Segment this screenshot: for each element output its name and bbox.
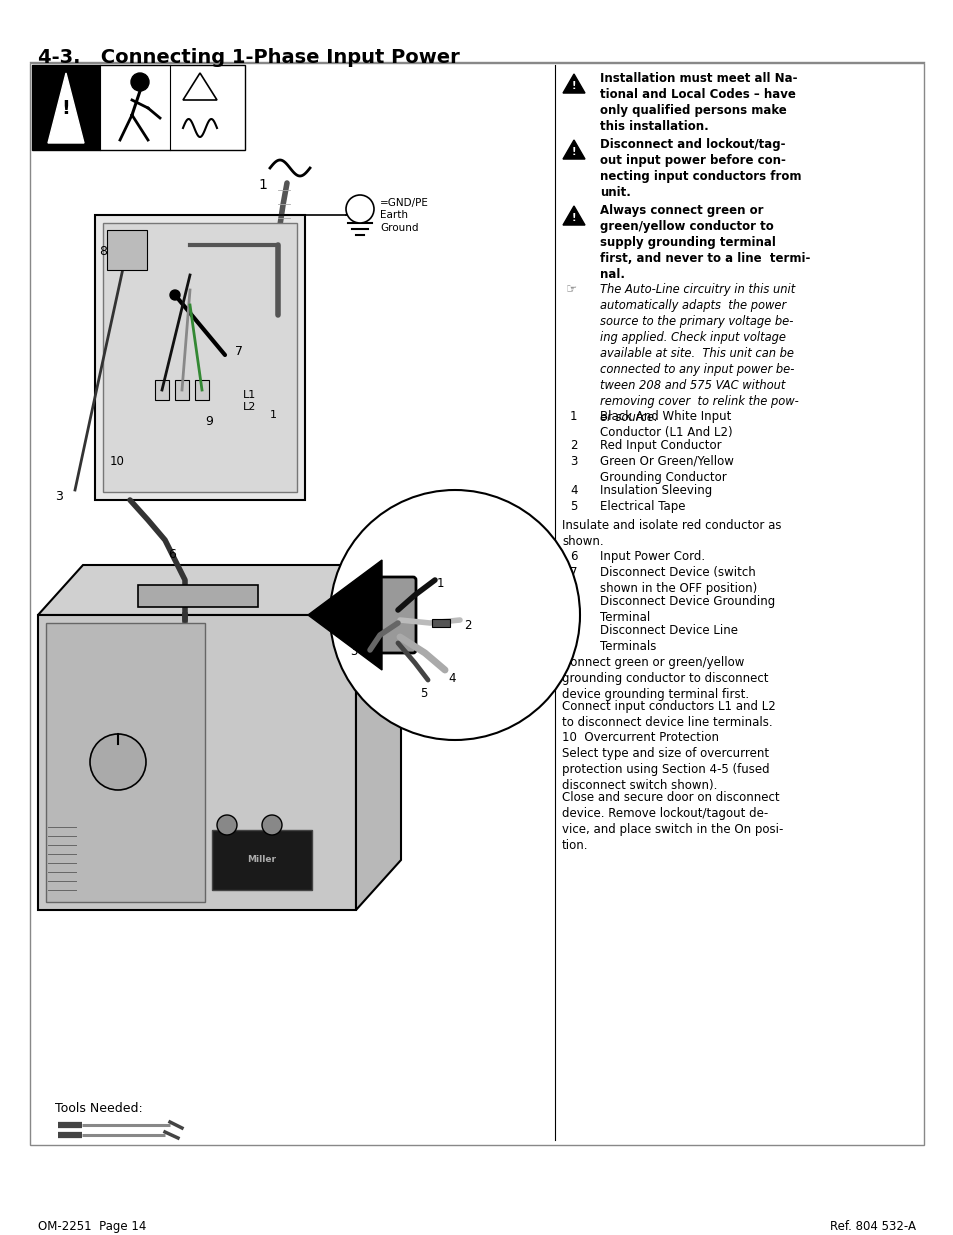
- Text: !: !: [62, 99, 71, 117]
- Text: 5: 5: [569, 500, 577, 513]
- Text: Always connect green or
green/yellow conductor to
supply grounding terminal
firs: Always connect green or green/yellow con…: [599, 204, 809, 282]
- Text: 8: 8: [569, 595, 577, 608]
- Text: 1: 1: [257, 178, 267, 191]
- Text: 5: 5: [419, 687, 427, 700]
- Text: 9: 9: [205, 415, 213, 429]
- Bar: [38, 615, 355, 910]
- Text: Insulate and isolate red conductor as
shown.: Insulate and isolate red conductor as sh…: [561, 519, 781, 548]
- Bar: [32, 65, 100, 149]
- Text: OM-2251  Page 14: OM-2251 Page 14: [38, 1220, 146, 1233]
- Text: Disconnect Device Grounding
Terminal: Disconnect Device Grounding Terminal: [599, 595, 775, 624]
- Text: 1: 1: [270, 410, 276, 420]
- Circle shape: [330, 490, 579, 740]
- Text: 6: 6: [168, 548, 175, 561]
- Text: 4-3.   Connecting 1-Phase Input Power: 4-3. Connecting 1-Phase Input Power: [38, 48, 459, 67]
- Text: Connect input conductors L1 and L2
to disconnect device line terminals.: Connect input conductors L1 and L2 to di…: [561, 700, 775, 729]
- Text: Input Power Cord.: Input Power Cord.: [599, 550, 704, 563]
- Text: 3: 3: [350, 645, 357, 658]
- Text: 2: 2: [463, 619, 471, 632]
- FancyBboxPatch shape: [372, 577, 416, 653]
- Text: Red Input Conductor: Red Input Conductor: [599, 438, 720, 452]
- Text: Insulation Sleeving: Insulation Sleeving: [599, 484, 712, 496]
- Text: 1: 1: [569, 410, 577, 424]
- Polygon shape: [38, 564, 400, 615]
- Polygon shape: [138, 585, 257, 606]
- Text: 10  Overcurrent Protection: 10 Overcurrent Protection: [561, 731, 719, 743]
- Text: 9: 9: [569, 624, 577, 637]
- Text: 6: 6: [569, 550, 577, 563]
- Text: Tools Needed:: Tools Needed:: [55, 1102, 143, 1115]
- Bar: [30, 63, 923, 1145]
- Polygon shape: [48, 73, 84, 143]
- Text: Green Or Green/Yellow
Grounding Conductor: Green Or Green/Yellow Grounding Conducto…: [599, 454, 733, 484]
- Bar: [107, 230, 147, 270]
- Text: Close and secure door on disconnect
device. Remove lockout/tagout de-
vice, and : Close and secure door on disconnect devi…: [561, 790, 782, 852]
- Text: Connect green or green/yellow
grounding conductor to disconnect
device grounding: Connect green or green/yellow grounding …: [561, 656, 768, 701]
- Text: 7: 7: [234, 345, 243, 358]
- Polygon shape: [562, 74, 584, 93]
- Polygon shape: [562, 140, 584, 159]
- Text: Ref. 804 532-A: Ref. 804 532-A: [829, 1220, 915, 1233]
- Text: Black And White Input
Conductor (L1 And L2): Black And White Input Conductor (L1 And …: [599, 410, 732, 438]
- Circle shape: [216, 815, 236, 835]
- Bar: [154, 380, 169, 400]
- Text: Select type and size of overcurrent
protection using Section 4-5 (fused
disconne: Select type and size of overcurrent prot…: [561, 747, 769, 792]
- Text: !: !: [571, 212, 576, 222]
- Text: 10: 10: [110, 454, 125, 468]
- Bar: [46, 622, 205, 902]
- Text: 8: 8: [99, 245, 107, 258]
- Text: L1
L2: L1 L2: [243, 390, 256, 411]
- Text: 4: 4: [448, 672, 455, 685]
- Circle shape: [90, 734, 146, 790]
- Bar: [432, 619, 450, 627]
- Text: 3: 3: [569, 454, 577, 468]
- Text: =GND/PE
Earth
Ground: =GND/PE Earth Ground: [379, 198, 429, 233]
- Text: Miller: Miller: [247, 856, 276, 864]
- Text: 3: 3: [55, 490, 63, 503]
- Text: Disconnect Device (switch
shown in the OFF position): Disconnect Device (switch shown in the O…: [599, 566, 757, 595]
- Text: !: !: [571, 147, 576, 157]
- Text: !: !: [571, 80, 576, 91]
- Text: The Auto-Line circuitry in this unit
automatically adapts  the power
source to t: The Auto-Line circuitry in this unit aut…: [599, 283, 798, 424]
- Text: Installation must meet all Na-
tional and Local Codes – have
only qualified pers: Installation must meet all Na- tional an…: [599, 72, 797, 133]
- Text: 2: 2: [569, 438, 577, 452]
- Polygon shape: [308, 559, 381, 671]
- Polygon shape: [355, 564, 400, 910]
- Bar: [32, 65, 245, 149]
- Circle shape: [262, 815, 282, 835]
- Text: Disconnect and lockout/tag-
out input power before con-
necting input conductors: Disconnect and lockout/tag- out input po…: [599, 138, 801, 199]
- Bar: [212, 830, 312, 890]
- Text: 4: 4: [569, 484, 577, 496]
- Text: 7: 7: [569, 566, 577, 579]
- Circle shape: [346, 195, 374, 224]
- Text: ☞: ☞: [565, 283, 577, 296]
- Text: 6: 6: [333, 627, 340, 640]
- Polygon shape: [562, 206, 584, 225]
- Text: Disconnect Device Line
Terminals: Disconnect Device Line Terminals: [599, 624, 738, 653]
- Text: Electrical Tape: Electrical Tape: [599, 500, 685, 513]
- Bar: [95, 215, 305, 500]
- Bar: [103, 224, 296, 492]
- Circle shape: [170, 290, 180, 300]
- Text: 1: 1: [436, 577, 444, 590]
- Bar: [174, 380, 189, 400]
- Circle shape: [131, 73, 149, 91]
- Bar: [194, 380, 209, 400]
